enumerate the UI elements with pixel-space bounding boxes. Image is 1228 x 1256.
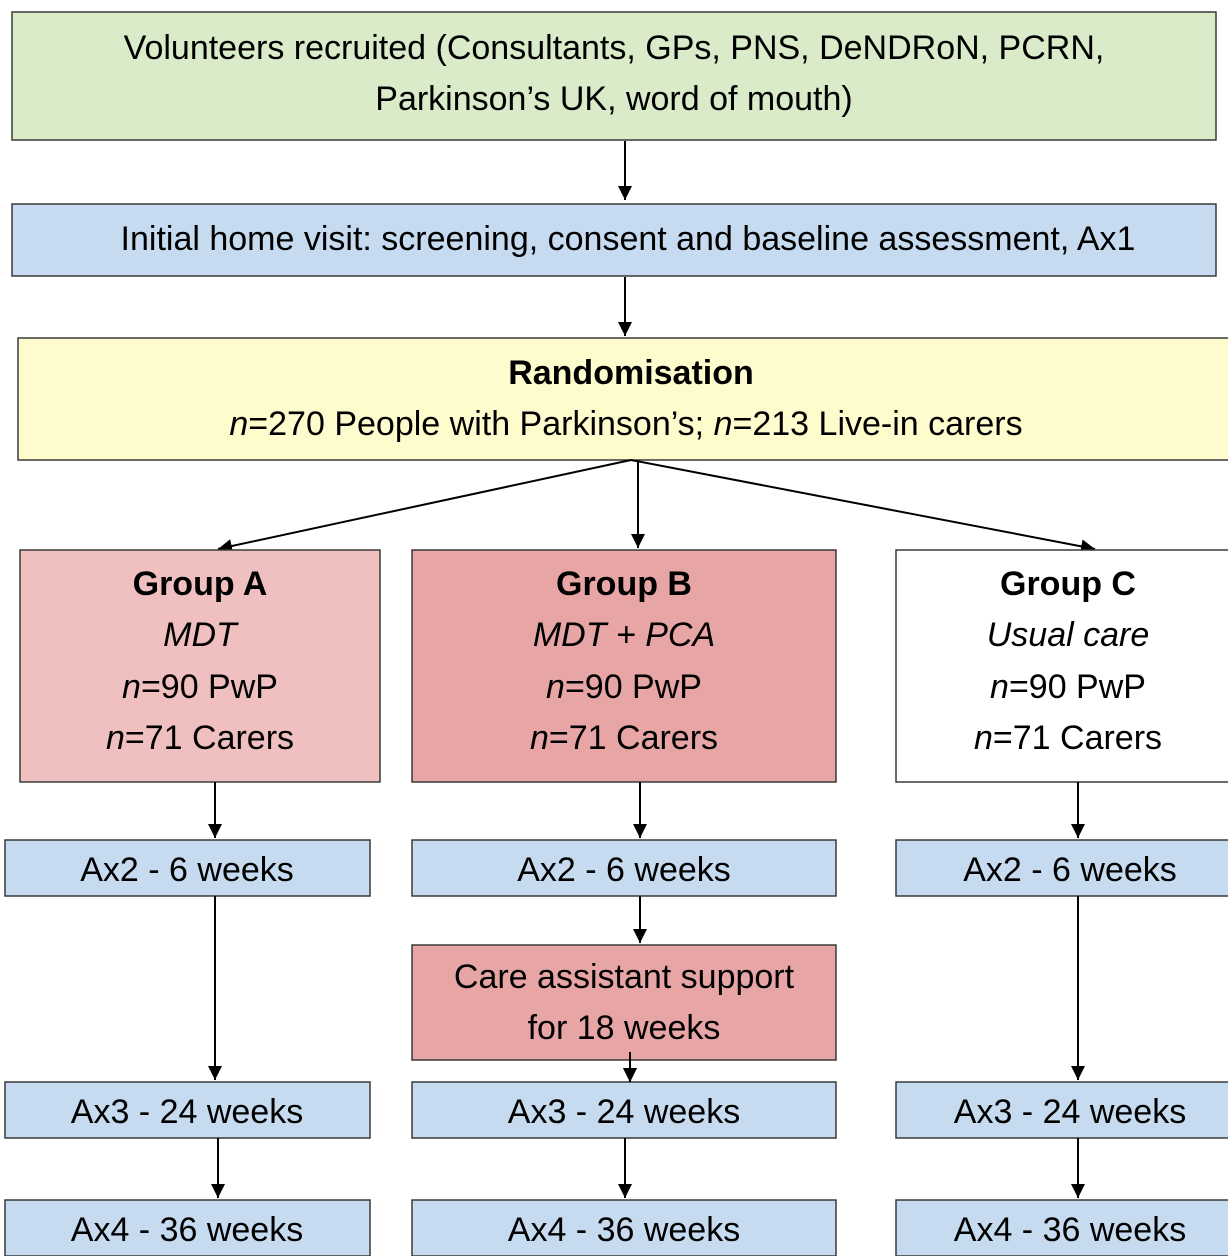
text-run: n: [530, 719, 549, 757]
group-box: [411, 549, 837, 783]
text-run: =90 PwP: [1009, 668, 1146, 706]
recruitment-text: Parkinson’s UK, word of mouth): [375, 80, 852, 118]
text-run: =270 People with Parkinson’s;: [248, 405, 713, 443]
visit-box: [11, 203, 1217, 277]
assessment-box: [895, 839, 1228, 897]
assessment-box: [411, 1199, 837, 1256]
assessment-text: Ax2 - 6 weeks: [963, 851, 1177, 889]
recruitment-text: Volunteers recruited (Consultants, GPs, …: [124, 29, 1105, 67]
group-box: [895, 549, 1228, 783]
arrow: [217, 459, 632, 553]
group-arm: MDT + PCA: [533, 616, 715, 654]
visit-text: Initial home visit: screening, consent a…: [121, 220, 1136, 258]
group-name: Group C: [1000, 565, 1136, 603]
text-run: =90 PwP: [565, 668, 702, 706]
randomisation-counts: n=270 People with Parkinson’s; n=213 Liv…: [229, 405, 1022, 443]
group-name: Group A: [133, 565, 268, 603]
group-arm: MDT: [163, 616, 239, 654]
assessment-text: Ax4 - 36 weeks: [71, 1211, 303, 1249]
randomisation-title: Randomisation: [508, 354, 754, 392]
assessment-box: [895, 1081, 1228, 1139]
text-run: =71 Carers: [549, 719, 718, 757]
assessment-text: Ax3 - 24 weeks: [71, 1093, 303, 1131]
group-arm: Usual care: [987, 616, 1150, 654]
group-box: [19, 549, 381, 783]
text-run: =213 Live-in carers: [733, 405, 1023, 443]
assessment-text: Ax4 - 36 weeks: [954, 1211, 1186, 1249]
group-carers: n=71 Carers: [974, 719, 1162, 757]
text-run: =71 Carers: [125, 719, 294, 757]
assessment-box: [4, 1199, 371, 1256]
group-pwp: n=90 PwP: [990, 668, 1146, 706]
text-run: =71 Carers: [993, 719, 1162, 757]
text-run: n: [714, 405, 733, 443]
text-run: n: [990, 668, 1009, 706]
recruitment-box: [11, 11, 1217, 141]
text-run: n: [229, 405, 248, 443]
group-name: Group B: [556, 565, 692, 603]
assessment-text: Ax3 - 24 weeks: [508, 1093, 740, 1131]
text-run: =90 PwP: [141, 668, 278, 706]
text-run: n: [546, 668, 565, 706]
text-run: n: [106, 719, 125, 757]
assessment-box: [411, 1081, 837, 1139]
text-run: n: [974, 719, 993, 757]
assessment-text: Ax2 - 6 weeks: [517, 851, 731, 889]
group-carers: n=71 Carers: [106, 719, 294, 757]
group-pwp: n=90 PwP: [122, 668, 278, 706]
care-support-box: [411, 944, 837, 1061]
randomisation-box: [17, 337, 1228, 461]
assessment-text: Ax3 - 24 weeks: [954, 1093, 1186, 1131]
assessment-box: [895, 1199, 1228, 1256]
group-pwp: n=90 PwP: [546, 668, 702, 706]
assessment-box: [4, 839, 371, 897]
assessment-text: Ax2 - 6 weeks: [80, 851, 294, 889]
text-run: n: [122, 668, 141, 706]
assessment-text: Ax4 - 36 weeks: [508, 1211, 740, 1249]
assessment-box: [411, 839, 837, 897]
group-carers: n=71 Carers: [530, 719, 718, 757]
assessment-box: [4, 1081, 371, 1139]
arrow: [630, 459, 1096, 554]
care-support-text: for 18 weeks: [528, 1009, 721, 1047]
care-support-text: Care assistant support: [454, 958, 795, 996]
